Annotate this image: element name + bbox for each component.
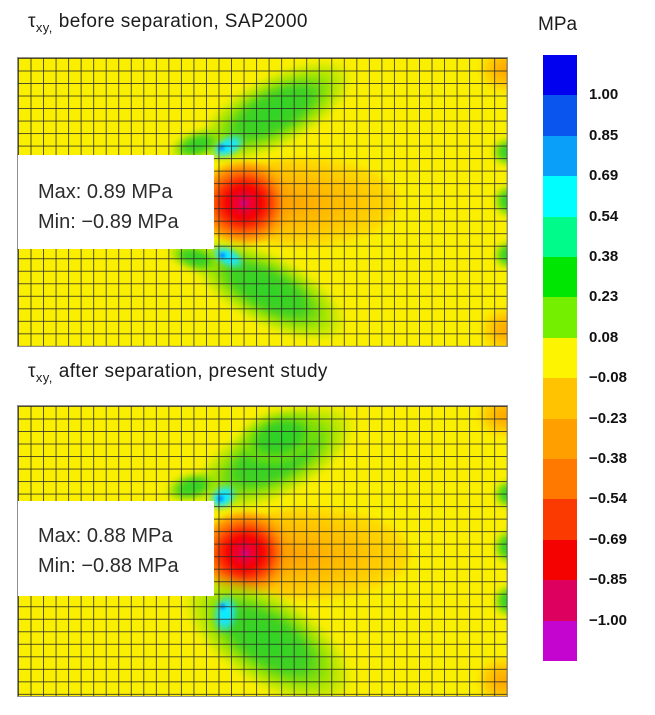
tau-subscript: xy, xyxy=(35,19,53,35)
colorbar-tick-label: 0.69 xyxy=(589,167,619,185)
colorbar-tick-label: 0.23 xyxy=(589,288,619,306)
colorbar-swatch xyxy=(543,539,577,581)
colorbar-tick-label: −0.69 xyxy=(589,530,627,548)
colorbar-swatch xyxy=(543,135,577,177)
colorbar-tick-label: −0.85 xyxy=(589,571,627,589)
colorbar-tick-label: 0.54 xyxy=(589,207,619,225)
tau-symbol: τ xyxy=(28,11,36,32)
panel-title-text: after separation, present study xyxy=(58,361,328,382)
colorbar-tick-label: 1.00 xyxy=(589,86,619,104)
min-value-label: Min: −0.89 MPa xyxy=(38,211,179,233)
annotation-box: Max: 0.88 MPa Min: −0.88 MPa xyxy=(18,501,214,596)
colorbar-swatch xyxy=(543,95,577,136)
contour-plot-after: Max: 0.88 MPa Min: −0.88 MPa xyxy=(17,405,508,697)
colorbar-swatch xyxy=(543,499,577,540)
colorbar-tick-label: 0.08 xyxy=(589,328,619,346)
colorbar-tick-label: −1.00 xyxy=(589,611,627,629)
max-value-label: Max: 0.88 MPa xyxy=(38,525,173,547)
tau-symbol: τ xyxy=(28,361,36,382)
colorbar-swatch xyxy=(543,55,577,96)
colorbar-swatch xyxy=(543,216,577,258)
colorbar-tick-label: 0.38 xyxy=(589,248,619,265)
colorbar-tick-label: −0.08 xyxy=(589,369,627,387)
min-value-label: Min: −0.88 MPa xyxy=(38,555,179,577)
colorbar-swatch xyxy=(543,459,577,500)
colorbar-swatch xyxy=(543,337,577,379)
panel-title-after: τxy, after separation, present study xyxy=(28,361,328,385)
annotation-box: Max: 0.89 MPa Min: −0.89 MPa xyxy=(18,155,214,249)
colorbar: 1.00 0.85 0.69 0.54 0.38 0.23 0.08 −0.08… xyxy=(543,55,655,662)
colorbar-swatch xyxy=(543,580,577,621)
colorbar-tick-label: −0.38 xyxy=(589,450,627,467)
colorbar-swatch xyxy=(543,418,577,460)
panel-title-text: before separation, SAP2000 xyxy=(58,11,308,32)
colorbar-gradient xyxy=(543,55,577,662)
colorbar-tick-label: 0.85 xyxy=(589,126,619,144)
max-value-label: Max: 0.89 MPa xyxy=(38,181,173,203)
colorbar-swatch xyxy=(543,176,577,217)
tau-subscript: xy, xyxy=(35,369,53,385)
colorbar-unit-label: MPa xyxy=(538,14,578,35)
colorbar-swatch xyxy=(543,257,577,298)
colorbar-tick-label: −0.23 xyxy=(589,409,627,427)
colorbar-swatch xyxy=(543,297,577,338)
colorbar-swatch xyxy=(543,378,577,419)
colorbar-swatch xyxy=(543,620,577,662)
colorbar-tick-label: −0.54 xyxy=(589,490,627,508)
contour-plot-before: Max: 0.89 MPa Min: −0.89 MPa xyxy=(17,57,508,347)
panel-title-before: τxy, before separation, SAP2000 xyxy=(28,11,308,35)
